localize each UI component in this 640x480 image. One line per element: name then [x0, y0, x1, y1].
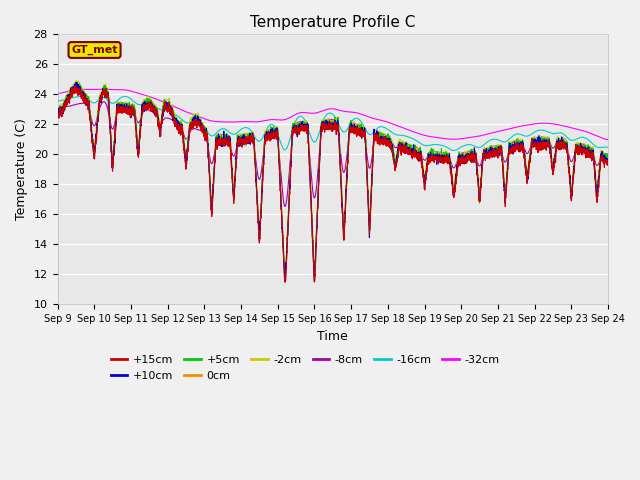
Text: GT_met: GT_met	[71, 45, 118, 55]
X-axis label: Time: Time	[317, 330, 348, 343]
Legend: +15cm, +10cm, +5cm, 0cm, -2cm, -8cm, -16cm, -32cm: +15cm, +10cm, +5cm, 0cm, -2cm, -8cm, -16…	[106, 351, 504, 385]
Y-axis label: Temperature (C): Temperature (C)	[15, 118, 28, 220]
Title: Temperature Profile C: Temperature Profile C	[250, 15, 415, 30]
